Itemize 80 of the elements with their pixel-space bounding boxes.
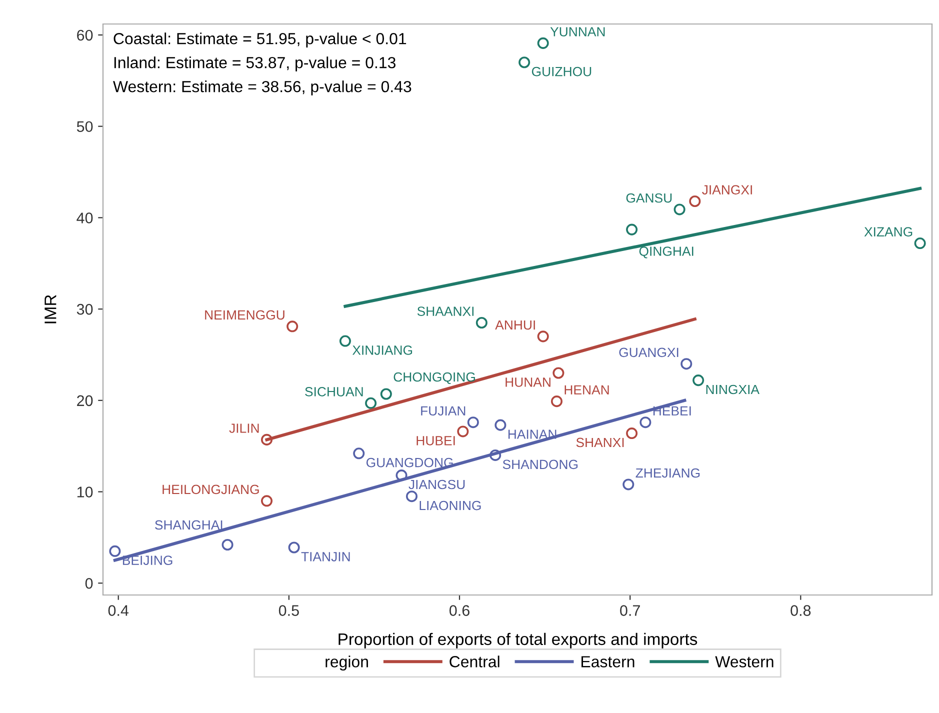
point (626, 224, 638, 236)
annotation: HENAN (564, 385, 609, 394)
y-tick-label: 30 (76, 304, 93, 315)
point (288, 542, 300, 554)
y-tick-label: 40 (76, 212, 93, 224)
point (353, 448, 365, 460)
point (476, 316, 488, 329)
point (260, 495, 273, 507)
annotation: LIAONING (420, 500, 481, 510)
legend-label: Eastern (582, 656, 634, 668)
point (260, 434, 273, 446)
annotation: ANHUI (495, 320, 535, 330)
point (692, 374, 704, 386)
y-tick-label: 60 (77, 30, 93, 41)
y-tick-label: 0 (85, 578, 93, 589)
annotation: GUIZHOU (532, 66, 592, 76)
point (674, 204, 686, 216)
y-tick-label: 10 (77, 486, 93, 498)
x-tick-label: 0.4 (108, 605, 129, 616)
annotation: Inland: Estimate = 53.87, p-value = 0.13 (114, 56, 396, 72)
annotation: JIANGXI (702, 185, 752, 194)
x-axis-title: Proportion of exports of total exports and imports (338, 632, 698, 648)
point (622, 478, 634, 490)
annotation: NEIMENGGU (205, 310, 284, 320)
annotation: QINGHAI (639, 246, 694, 258)
annotation: SHANGHAI (155, 520, 222, 530)
point (396, 470, 408, 482)
point (490, 449, 502, 461)
x-tick-label: 0.5 (278, 605, 299, 616)
point (550, 396, 562, 408)
point (109, 545, 121, 557)
point (406, 490, 418, 502)
point (467, 416, 479, 428)
annotation: YUNNAN (550, 27, 605, 36)
annotation: Western: Estimate = 38.56, p-value = 0.43 (113, 80, 412, 96)
point (339, 335, 351, 347)
annotation: ZHEJIANG (636, 468, 700, 478)
legend-label: Central (450, 656, 500, 668)
legend-title: region (326, 656, 368, 671)
annotation: SHANXI (576, 438, 624, 448)
point (640, 416, 652, 428)
annotation: XINJIANG (352, 346, 412, 355)
annotation: HEILONGJIANG (162, 484, 259, 494)
x-tick-label: 0.8 (790, 605, 811, 616)
point (537, 330, 549, 342)
annotation: HUNAN (506, 378, 550, 387)
point (380, 388, 392, 400)
point (626, 428, 638, 440)
annotation: HUBEI (416, 436, 455, 446)
point (222, 538, 234, 551)
annotation: CHONGQING (394, 372, 475, 384)
annotation: TIANJIN (301, 552, 350, 562)
annotation: XIZANG (864, 227, 912, 236)
point (457, 426, 469, 438)
point (537, 37, 549, 49)
y-axis-title: IMR (44, 295, 56, 324)
point (494, 419, 506, 431)
point (689, 195, 701, 208)
annotation: GANSU (626, 193, 672, 203)
legend-label: Western (715, 656, 774, 668)
point (552, 367, 564, 379)
y-tick-label: 20 (77, 395, 93, 406)
annotation: GUANGDONG (366, 458, 453, 468)
point (286, 320, 298, 332)
point (365, 397, 377, 409)
annotation: GUANGXI (619, 348, 678, 358)
annotation: JILIN (229, 424, 259, 433)
point (680, 358, 692, 370)
x-tick-label: 0.7 (620, 605, 640, 616)
annotation: SICHUAN (305, 387, 363, 396)
point (914, 238, 926, 250)
annotation: SHAANXI (417, 306, 474, 316)
y-tick-label: 50 (76, 121, 93, 132)
annotation: SHANDONG (502, 460, 578, 470)
x-tick-label: 0.6 (449, 605, 470, 616)
annotation: FUJIAN (421, 406, 466, 416)
point (518, 56, 530, 68)
annotation: NINGXIA (706, 384, 760, 394)
annotation: JIANGSU (408, 480, 465, 490)
annotation: Coastal: Estimate = 51.95, p-value < 0.01 (114, 32, 406, 48)
